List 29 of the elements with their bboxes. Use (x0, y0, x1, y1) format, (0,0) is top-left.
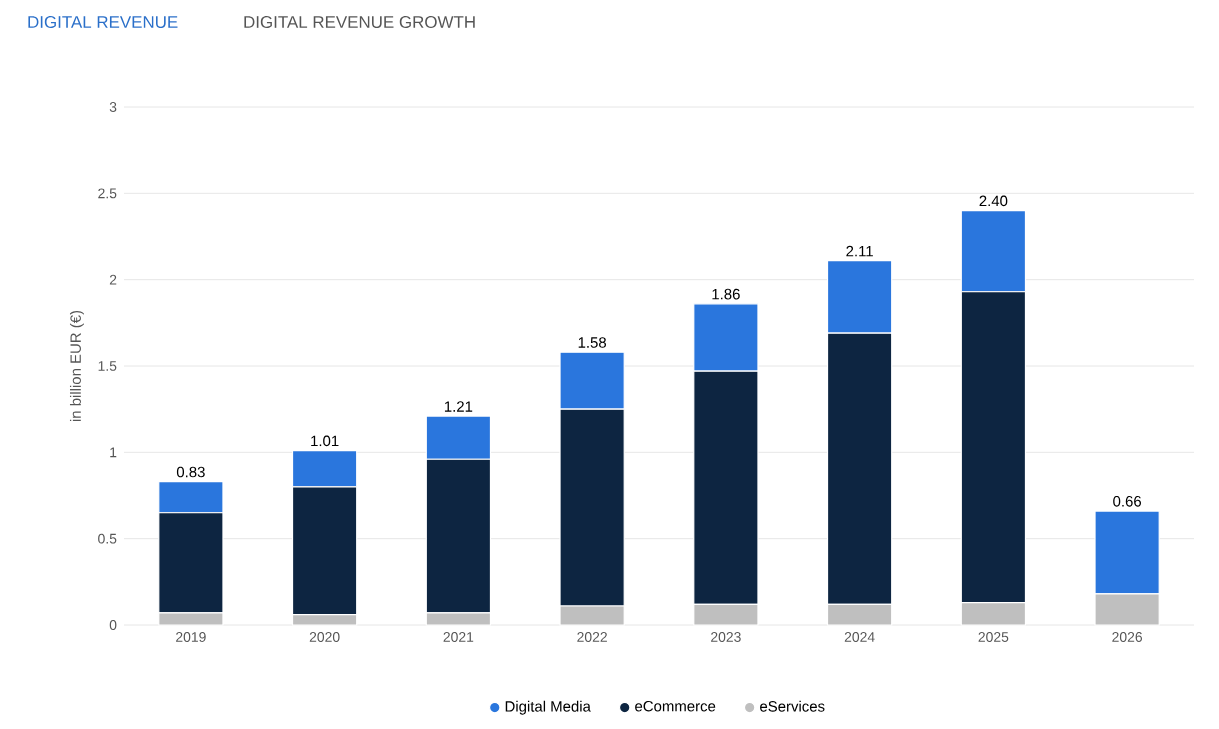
y-tick-label: 2.5 (98, 188, 117, 199)
y-tick-label: 1.5 (98, 361, 117, 371)
chart-title: DIGITAL REVENUE (28, 16, 178, 28)
x-tick-label: 2022 (577, 632, 607, 642)
x-tick-label: 2023 (711, 632, 741, 642)
text: DIGITAL REVENUE GROWTH (244, 16, 475, 28)
total-label: 2.40 (979, 195, 1008, 207)
legend-label: Digital Media (505, 700, 591, 715)
total-label: 0.66 (1113, 496, 1142, 507)
y-tick-label: 1 (110, 447, 117, 458)
x-tick-label: 2026 (1112, 632, 1142, 642)
legend-label: eServices (760, 700, 825, 712)
x-tick-label: 2019 (176, 632, 206, 642)
y-axis-title: in billion EUR (€) (69, 310, 84, 422)
y-tick-label: 0 (109, 620, 117, 630)
total-label: 2.11 (846, 245, 873, 257)
y-tick-label: 0.5 (98, 533, 117, 544)
legend-label: eCommerce (635, 700, 716, 712)
total-label: 1.58 (578, 337, 607, 348)
x-tick-label: 2024 (844, 632, 875, 642)
x-tick-label: 2021 (443, 632, 474, 642)
total-label: 1.21 (444, 401, 473, 412)
y-tick-label: 2 (109, 274, 117, 285)
total-label: 1.01 (311, 435, 339, 447)
x-tick-label: 2020 (309, 632, 340, 642)
y-tick-label: 3 (109, 102, 117, 112)
total-label: 0.83 (176, 466, 205, 478)
total-label: 1.86 (712, 288, 740, 300)
x-tick-label: 2025 (978, 632, 1009, 642)
